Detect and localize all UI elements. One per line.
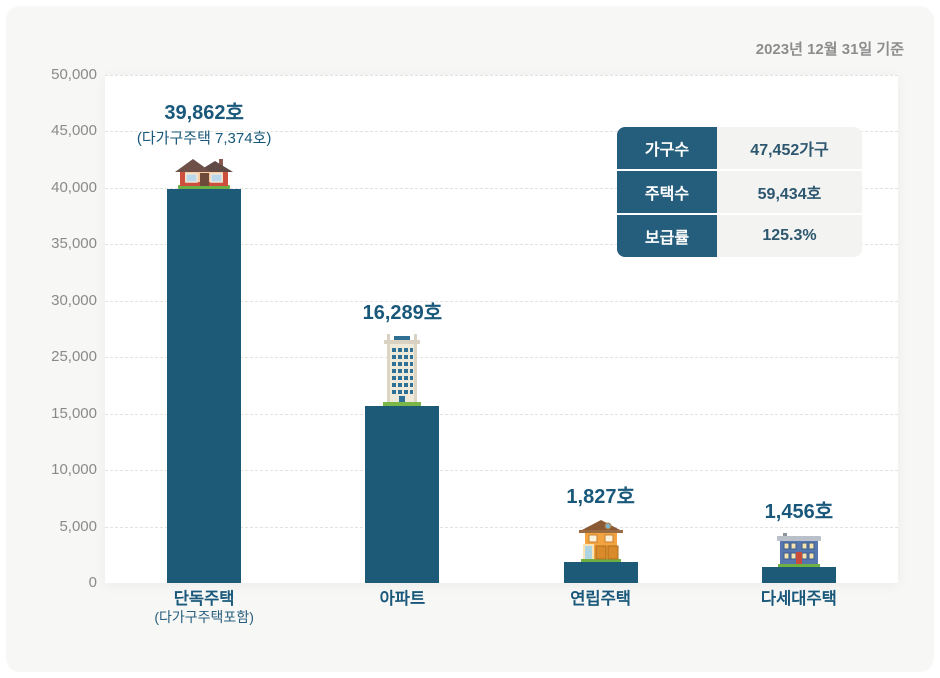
detached-house-icon [175, 159, 234, 189]
y-axis-tick-label: 50,000 [51, 66, 97, 83]
table-row-header: 보급률 [617, 215, 717, 257]
table-row-value: 47,452가구 [717, 127, 862, 169]
table-row: 가구수 47,452가구 [617, 127, 862, 169]
bar-value-label: 16,289호 [362, 302, 443, 324]
bar-group-detached-house: 39,862호 (다가구주택 7,374호) [105, 75, 303, 583]
table-row-header: 주택수 [617, 171, 717, 213]
table-row-value: 59,434호 [717, 171, 862, 213]
y-axis-tick-label: 5,000 [59, 517, 97, 535]
grid-line [105, 470, 898, 472]
y-axis: 50,000 45,000 40,000 35,000 30,000 25,000 15,0… [0, 66, 97, 591]
grid-line [105, 413, 898, 415]
grid-line [105, 526, 898, 528]
grid-line [105, 131, 898, 133]
y-axis-tick-label: 15,000 [51, 404, 97, 422]
table-row: 보급률 125.3% [617, 215, 862, 257]
y-axis-tick-label: 0 [88, 574, 97, 591]
category-sublabel: (다가구주택포함) [154, 609, 254, 625]
y-axis-tick-label: 45,000 [51, 122, 97, 140]
grid-line [105, 300, 898, 302]
bar-rowhouse [563, 562, 638, 583]
grid-line [105, 187, 898, 189]
reference-date-note: 2023년 12월 31일 기준 [755, 41, 904, 58]
x-label-apartment: 아파트 [303, 590, 501, 626]
bar-group-rowhouse: 1,827호 [502, 75, 700, 583]
bar-multiplex [761, 567, 836, 583]
category-label: 다세대주택 [760, 590, 837, 608]
category-label: 단독주택 [173, 590, 235, 608]
table-row: 주택수 59,434호 [617, 171, 862, 213]
x-label-rowhouse: 연립주택 [502, 590, 700, 626]
x-label-detached-house: 단독주택 (다가구주택포함) [105, 590, 303, 626]
category-label: 아파트 [379, 590, 426, 608]
grid-line [105, 75, 898, 76]
bar-apartment [365, 406, 440, 583]
bar-value-label: 39,862호 [164, 102, 244, 124]
multiplex-house-icon [776, 533, 821, 567]
table-row-value: 125.3% [717, 215, 862, 257]
x-label-multiplex: 다세대주택 [700, 590, 898, 626]
bar-group-apartment: 16,289호 [303, 75, 501, 583]
x-axis-labels: 단독주택 (다가구주택포함) 아파트 연립주택 다세대주택 [105, 590, 898, 626]
bar-value-label: 1,827호 [566, 486, 635, 508]
plot-area: 39,862호 (다가구주택 7,374호) [105, 75, 898, 583]
y-axis-tick-label: 30,000 [51, 291, 97, 309]
bar-detached-house [167, 189, 242, 583]
y-axis-tick-label: 35,000 [51, 235, 97, 253]
y-axis-tick-label: 10,000 [51, 461, 97, 479]
y-axis-tick-label: 25,000 [51, 348, 97, 366]
rowhouse-icon [578, 520, 623, 562]
table-row-header: 가구수 [617, 127, 717, 169]
grid-line [105, 357, 898, 359]
bar-value-label: 1,456호 [764, 501, 834, 523]
bar-group-multiplex: 1,456호 [700, 75, 898, 583]
apartment-building-icon [383, 334, 422, 406]
y-axis-tick-label: 40,000 [51, 178, 97, 196]
summary-table: 가구수 47,452가구 주택수 59,434호 보급률 125.3% [617, 127, 862, 257]
category-label: 연립주택 [570, 590, 631, 608]
bar-value-sublabel: (다가구주택 7,374호) [136, 130, 272, 147]
bars-row: 39,862호 (다가구주택 7,374호) [105, 75, 898, 583]
grid-line [105, 244, 898, 246]
